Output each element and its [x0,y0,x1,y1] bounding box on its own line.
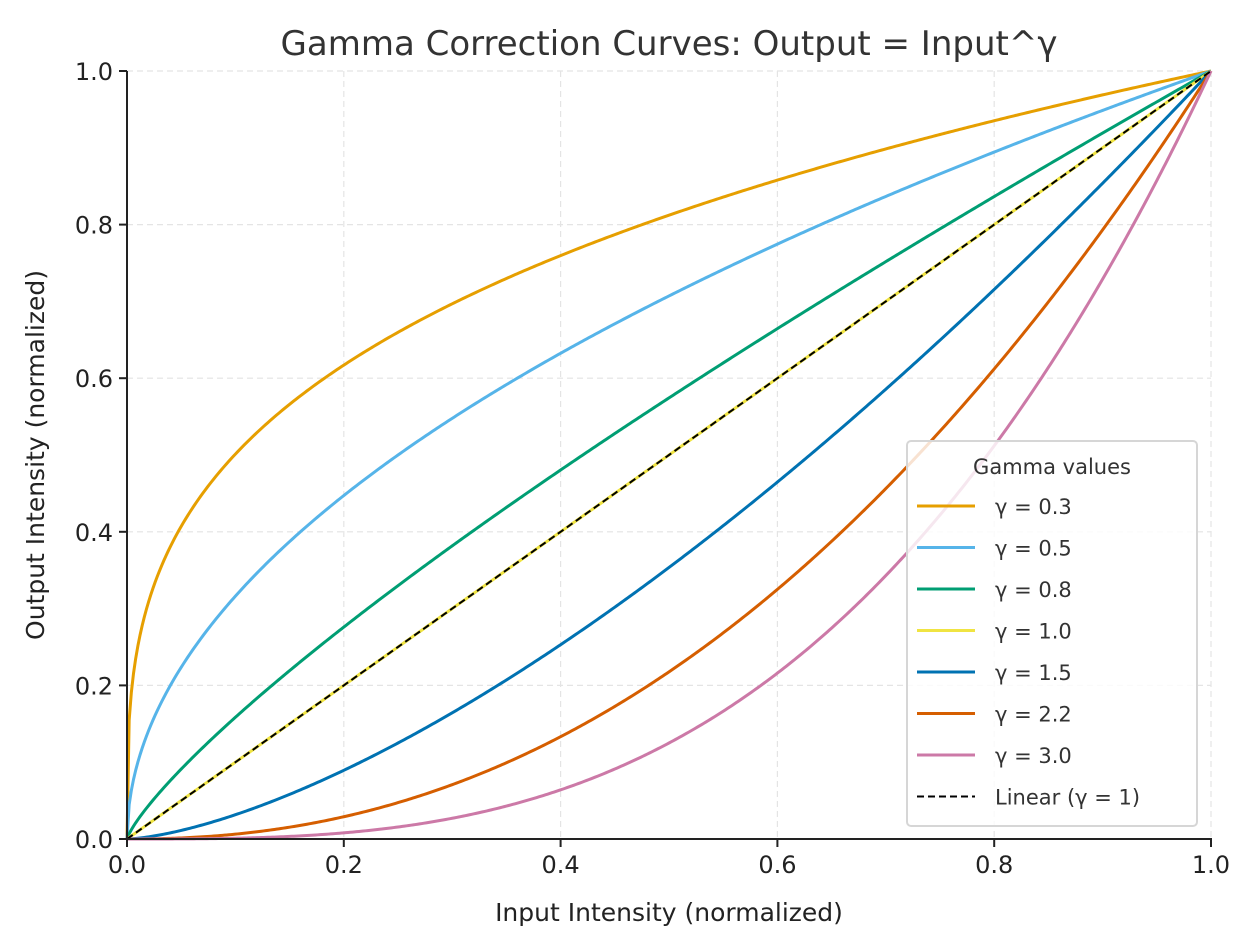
series-line--3.0 [127,70,1213,841]
x-tick-label: 0.4 [542,851,580,879]
series-line--0.5 [125,69,1212,840]
legend-label: γ = 0.3 [995,495,1072,519]
legend-box [906,440,1198,827]
legend-title: Gamma values [973,455,1131,479]
y-tick-label: 0.2 [75,672,113,700]
legend-label: γ = 0.5 [995,537,1072,561]
chart-title: Gamma Correction Curves: Output = Input^… [281,24,1058,64]
y-tick-label: 0.6 [75,365,113,393]
y-tick-label: 0.0 [75,826,113,854]
y-tick-label: 0.4 [75,519,113,547]
x-tick-label: 0.8 [975,851,1013,879]
y-tick-label: 0.8 [75,212,113,240]
y-tick-label: 1.0 [75,58,113,86]
x-axis-label: Input Intensity (normalized) [495,898,843,927]
series-line--0.3 [125,69,1212,840]
x-tick-label: 0.0 [108,851,146,879]
ticks: 0.0 0.2 0.4 0.6 0.8 1.0 0.0 0.2 0.4 0.6 0.8 1.0 [75,58,1230,879]
series-line--1.5 [126,69,1213,841]
legend-label: γ = 0.8 [995,578,1072,602]
legend-label: Linear (γ = 1) [995,786,1140,810]
legend-label: γ = 1.5 [995,661,1072,685]
curves [125,69,1213,841]
x-tick-label: 0.2 [325,851,363,879]
legend-label: γ = 1.0 [995,620,1072,644]
x-tick-label: 1.0 [1192,851,1230,879]
legend-label: γ = 2.2 [995,703,1072,727]
legend-label: γ = 3.0 [995,744,1072,768]
series-line-linear-1- [126,70,1212,840]
series-line--0.8 [125,69,1212,840]
series-line--2.2 [127,70,1213,841]
x-tick-label: 0.6 [758,851,796,879]
legend: Gamma values γ = 0.3 γ = 0.5 γ = 0.8 γ = 1.… [906,440,1198,827]
y-axis-label: Output Intensity (normalized) [21,270,50,640]
